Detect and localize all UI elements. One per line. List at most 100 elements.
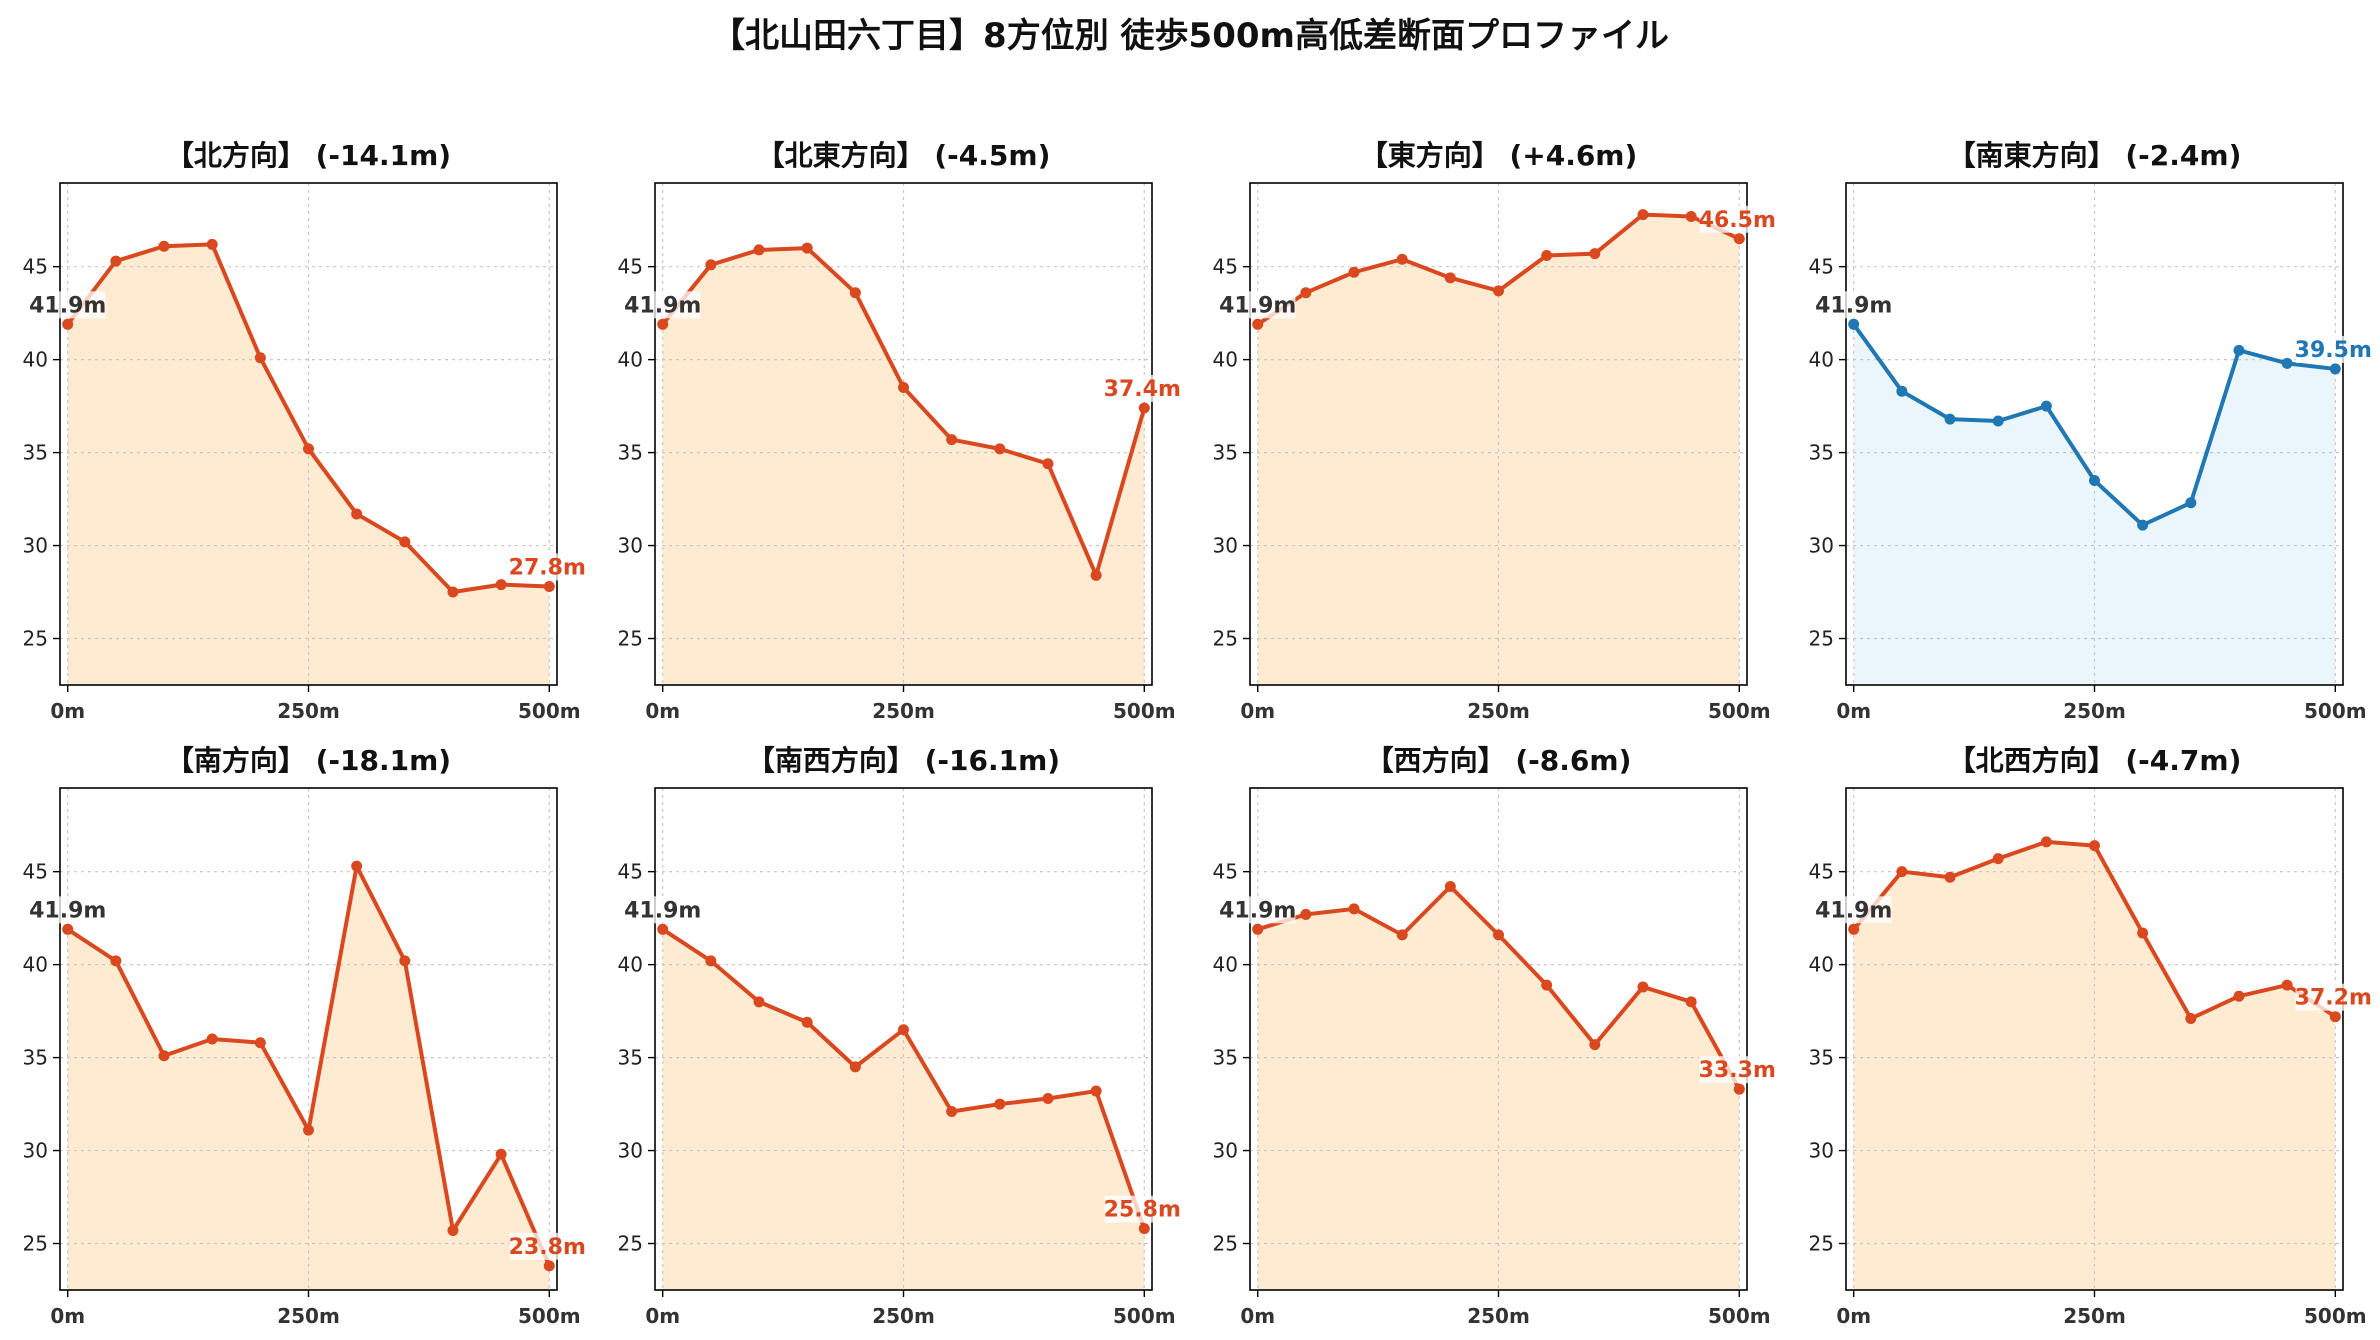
ytick-label: 40 bbox=[618, 953, 643, 977]
data-point bbox=[898, 382, 909, 394]
data-point bbox=[303, 1124, 314, 1136]
data-point bbox=[158, 240, 170, 252]
data-point bbox=[1138, 1223, 1150, 1235]
ytick-label: 30 bbox=[1213, 1139, 1238, 1163]
ytick-label: 25 bbox=[1809, 627, 1834, 651]
start-label: 41.9m bbox=[624, 293, 701, 318]
panel-3: 【南東方向】 (-2.4m) 25 30 35 40 45 0m 250m 500m 41.9m 3… bbox=[1809, 139, 2372, 723]
data-point bbox=[254, 352, 266, 364]
data-point bbox=[110, 955, 122, 967]
data-point bbox=[946, 1106, 958, 1118]
data-point bbox=[1396, 929, 1408, 941]
data-point bbox=[1138, 402, 1150, 414]
xtick-label: 500m bbox=[518, 699, 581, 723]
data-point bbox=[1300, 908, 1312, 920]
end-label: 27.8m bbox=[509, 555, 586, 580]
panel-title: 【南西方向】 (-16.1m) bbox=[747, 744, 1060, 777]
xtick-label: 500m bbox=[2304, 699, 2367, 723]
data-point bbox=[1992, 415, 2004, 427]
start-label-bg bbox=[624, 896, 701, 924]
end-label: 23.8m bbox=[509, 1235, 586, 1260]
data-point bbox=[303, 443, 314, 455]
xtick-label: 0m bbox=[1240, 699, 1275, 723]
data-point bbox=[254, 1037, 266, 1049]
data-point bbox=[705, 955, 717, 967]
data-point bbox=[1444, 881, 1456, 893]
data-point bbox=[1493, 929, 1504, 941]
data-point bbox=[1541, 250, 1553, 262]
end-label: 46.5m bbox=[1699, 208, 1776, 233]
data-point bbox=[2040, 400, 2052, 412]
area-fill bbox=[67, 866, 550, 1290]
end-label: 25.8m bbox=[1104, 1198, 1181, 1223]
data-point bbox=[351, 860, 363, 872]
xtick-label: 500m bbox=[1708, 1304, 1771, 1328]
end-label-bg bbox=[509, 553, 586, 581]
panel-5: 【南西方向】 (-16.1m) 25 30 35 40 45 0m 250m 500m 41.9m… bbox=[618, 744, 1181, 1328]
end-label-bg bbox=[509, 1232, 586, 1260]
data-point bbox=[2233, 990, 2245, 1002]
start-label: 41.9m bbox=[1219, 898, 1296, 923]
data-point bbox=[2040, 836, 2052, 848]
ytick-label: 45 bbox=[618, 860, 643, 884]
area-fill bbox=[662, 248, 1145, 685]
end-label-bg bbox=[2295, 983, 2372, 1011]
xtick-label: 250m bbox=[277, 699, 340, 723]
data-point bbox=[1348, 903, 1360, 915]
xtick-label: 0m bbox=[50, 699, 85, 723]
data-point bbox=[206, 1033, 218, 1045]
data-point bbox=[1252, 318, 1264, 330]
data-point bbox=[849, 287, 861, 299]
data-point bbox=[1348, 266, 1360, 278]
data-point bbox=[1589, 1039, 1601, 1051]
ytick-label: 25 bbox=[618, 1232, 643, 1256]
data-point bbox=[1685, 996, 1697, 1008]
area-fill bbox=[1853, 841, 2336, 1290]
start-label-bg bbox=[29, 291, 106, 319]
panel-title: 【南方向】 (-18.1m) bbox=[166, 744, 451, 777]
ytick-label: 25 bbox=[23, 627, 48, 651]
ytick-label: 40 bbox=[1213, 348, 1238, 372]
ytick-label: 45 bbox=[618, 255, 643, 279]
ytick-label: 35 bbox=[1213, 441, 1238, 465]
ytick-label: 45 bbox=[23, 860, 48, 884]
panel-2: 【東方向】 (+4.6m) 25 30 35 40 45 0m 250m 500m 41.9m 46… bbox=[1213, 139, 1776, 723]
panel-0: 【北方向】 (-14.1m) 25 30 35 40 45 0m 250m 500m 41.9m 2… bbox=[23, 139, 586, 723]
ytick-label: 35 bbox=[618, 1046, 643, 1070]
data-point bbox=[1493, 285, 1504, 297]
data-point bbox=[994, 1098, 1006, 1110]
ytick-label: 40 bbox=[1213, 953, 1238, 977]
start-label: 41.9m bbox=[624, 898, 701, 923]
end-label: 37.4m bbox=[1104, 377, 1181, 402]
start-label: 41.9m bbox=[1815, 293, 1892, 318]
data-point bbox=[1042, 1092, 1054, 1104]
data-point bbox=[399, 536, 411, 548]
ytick-label: 30 bbox=[618, 1139, 643, 1163]
data-point bbox=[2233, 344, 2245, 356]
data-point bbox=[2185, 497, 2197, 509]
data-point bbox=[62, 923, 74, 935]
data-point bbox=[2137, 927, 2149, 939]
panel-title: 【東方向】 (+4.6m) bbox=[1360, 139, 1638, 172]
data-point bbox=[1733, 1083, 1745, 1095]
data-point bbox=[1252, 923, 1264, 935]
data-point bbox=[1090, 1085, 1102, 1097]
data-point bbox=[543, 580, 555, 592]
data-point bbox=[351, 508, 363, 520]
data-point bbox=[2137, 519, 2149, 531]
end-label: 39.5m bbox=[2295, 338, 2372, 363]
area-fill bbox=[1257, 886, 1740, 1290]
xtick-label: 0m bbox=[50, 1304, 85, 1328]
data-point bbox=[1848, 318, 1860, 330]
ytick-label: 35 bbox=[23, 441, 48, 465]
panel-title: 【北東方向】 (-4.5m) bbox=[757, 139, 1051, 172]
start-label-bg bbox=[1815, 291, 1892, 319]
xtick-label: 250m bbox=[1467, 699, 1530, 723]
data-point bbox=[62, 318, 74, 330]
figure-title: 【北山田六丁目】8方位別 徒歩500m高低差断面プロファイル bbox=[711, 16, 1669, 56]
area-fill bbox=[662, 929, 1145, 1290]
data-point bbox=[994, 443, 1006, 455]
end-label-bg bbox=[1104, 1195, 1181, 1223]
data-point bbox=[495, 1148, 507, 1160]
data-point bbox=[1944, 871, 1956, 883]
